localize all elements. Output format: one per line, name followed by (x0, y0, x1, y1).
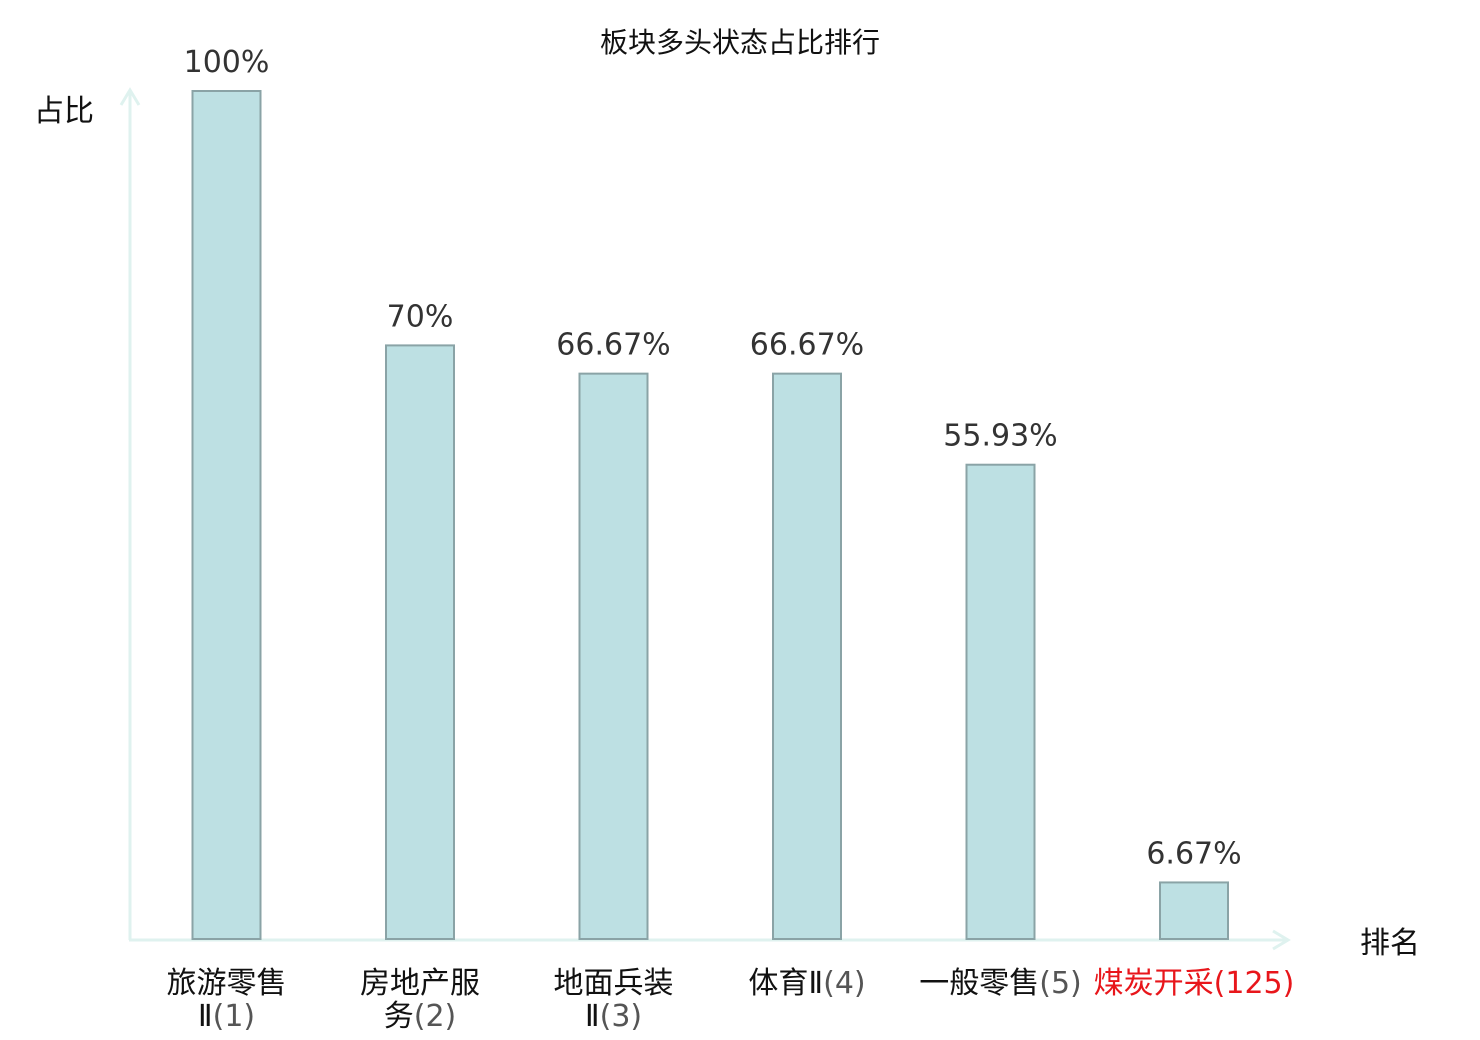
x-axis-label: 排名 (1360, 926, 1420, 961)
bar (385, 344, 455, 940)
category-labels: 旅游零售 Ⅱ(1) 房地产服务(2) 地面兵装 Ⅱ(3) 体育Ⅱ(4) 一般零售(5) 煤炭开… (167, 966, 1295, 1034)
data-label: 6.67% (1146, 836, 1241, 871)
data-label: 66.67% (750, 328, 864, 363)
x-axis-arrow (1272, 929, 1291, 951)
bar (772, 372, 842, 940)
y-axis-arrow (119, 87, 141, 106)
category-label: 地面兵装 Ⅱ(3) (554, 966, 674, 1034)
bars (191, 90, 1229, 941)
category-label: 体育Ⅱ(4) (748, 966, 865, 1001)
bar (191, 90, 262, 940)
category-label: 煤炭开采(125) (1094, 966, 1295, 1001)
axes (119, 87, 1291, 951)
value-labels: 100% 70% 66.67% 66.67% 55.93% 6.67% (184, 45, 1242, 871)
bar (965, 463, 1036, 940)
data-label: 70% (387, 299, 454, 334)
category-label: 房地产服务(2) (360, 966, 480, 1034)
bar (1159, 881, 1229, 941)
chart-title: 板块多头状态占比排行 (600, 26, 880, 59)
category-label: 一般零售(5) (919, 966, 1082, 1001)
data-label: 55.93% (943, 419, 1057, 454)
bar (578, 372, 649, 940)
data-label: 66.67% (556, 328, 670, 363)
y-axis-label: 占比 (34, 94, 94, 129)
data-label: 100% (184, 45, 270, 80)
category-label: 旅游零售 Ⅱ(1) (167, 966, 287, 1034)
